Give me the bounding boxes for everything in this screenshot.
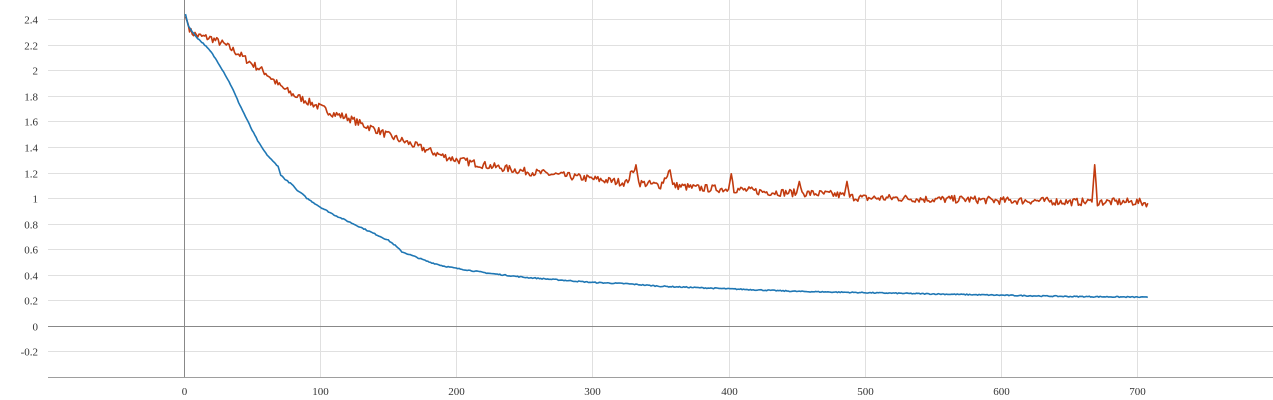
gridlines bbox=[48, 0, 1273, 377]
y-tick-label: 0 bbox=[33, 322, 39, 334]
y-tick-label: 2 bbox=[33, 66, 39, 78]
x-tick-label: 600 bbox=[993, 386, 1010, 398]
x-tick-label: 100 bbox=[312, 386, 329, 398]
series-line-red bbox=[184, 16, 1149, 208]
y-tick-label: 1.8 bbox=[24, 92, 38, 104]
x-tick-label: 400 bbox=[721, 386, 738, 398]
x-tick-label: 500 bbox=[857, 386, 874, 398]
x-tick-label: 700 bbox=[1129, 386, 1146, 398]
y-tick-label: 0.4 bbox=[24, 271, 38, 283]
x-tick-label: 200 bbox=[448, 386, 465, 398]
y-tick-label: 2.2 bbox=[24, 41, 38, 53]
y-tick-label: 0.6 bbox=[24, 245, 38, 257]
y-tick-label: 1.6 bbox=[24, 117, 38, 129]
x-tick-label: 0 bbox=[182, 386, 188, 398]
axes bbox=[48, 0, 1273, 378]
y-tick-label: 0.2 bbox=[24, 296, 38, 308]
y-tick-label: 2.4 bbox=[24, 15, 38, 27]
tick-labels: -0.2 0 0.2 0.4 0.6 0.8 1 1.2 1.4 1.6 1.8 2 2.2 2.4 0 10… bbox=[21, 15, 1147, 399]
y-tick-label: 1 bbox=[33, 194, 39, 206]
y-tick-label: 1.2 bbox=[24, 169, 38, 181]
y-tick-label: 0.8 bbox=[24, 220, 38, 232]
y-tick-label: 1.4 bbox=[24, 143, 38, 155]
series-lines bbox=[184, 13, 1149, 299]
series-line-blue bbox=[184, 13, 1149, 299]
y-tick-label: -0.2 bbox=[21, 347, 38, 359]
x-tick-label: 300 bbox=[584, 386, 601, 398]
